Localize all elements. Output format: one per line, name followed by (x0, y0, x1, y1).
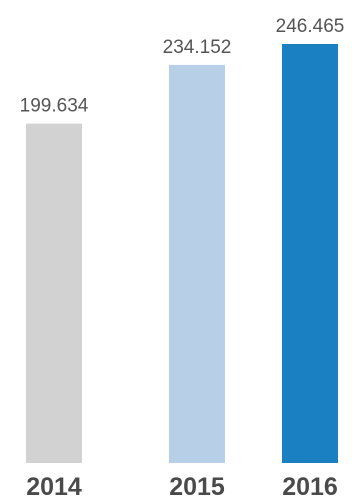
bar-2015 (169, 64, 225, 464)
value-label-2015: 234.152 (163, 37, 232, 58)
value-labels-group: 199.634 234.152 246.465 (20, 16, 345, 117)
bars-group (26, 44, 338, 464)
bar-2014 (26, 123, 82, 464)
category-label-2015: 2015 (169, 473, 225, 501)
category-labels-group: 2014 2015 2016 (26, 473, 338, 501)
category-label-2014: 2014 (26, 473, 82, 501)
category-label-2016: 2016 (282, 473, 338, 501)
bar-2016 (282, 44, 338, 464)
value-label-2014: 199.634 (20, 96, 89, 117)
value-label-2016: 246.465 (276, 16, 345, 37)
